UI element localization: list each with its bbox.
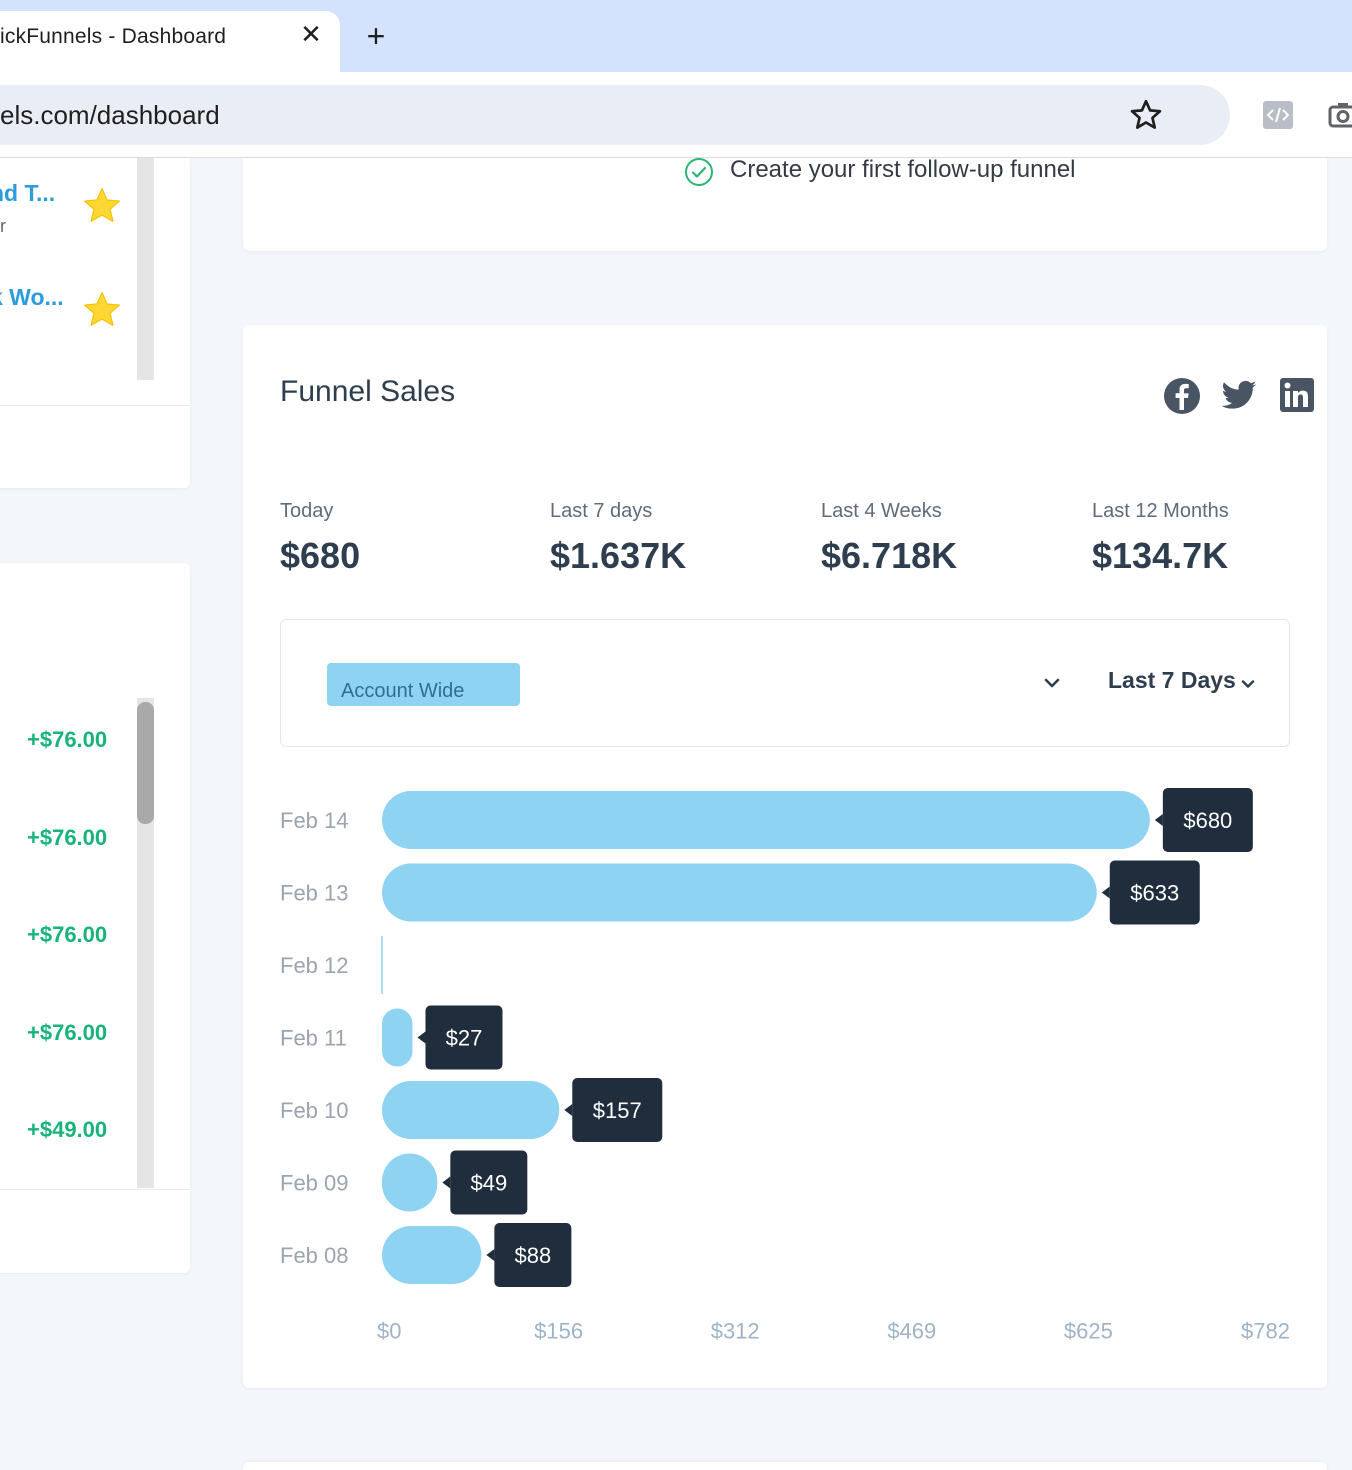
category-label: Feb 13 <box>280 881 349 906</box>
sale-amount: +$76.00 <box>27 825 108 850</box>
card-title: Funnel Sales <box>280 375 456 408</box>
x-tick-label: $156 <box>534 1319 583 1344</box>
data-label: $88 <box>515 1243 552 1268</box>
bar[interactable] <box>382 863 1097 922</box>
browser-toolbar: els.com/dashboard <box>0 72 1352 158</box>
favorite-funnel-title[interactable]: k Wo... <box>0 284 64 310</box>
tooltip-pointer <box>1154 814 1163 826</box>
category-label: Feb 12 <box>280 953 349 978</box>
stat-label-4-weeks: Last 4 Weeks <box>821 500 942 522</box>
url-text[interactable]: els.com/dashboard <box>0 100 220 130</box>
tooltip-pointer <box>442 1176 451 1189</box>
chevron-down-icon[interactable] <box>1041 672 1063 694</box>
sale-amount: +$76.00 <box>27 727 108 752</box>
tooltip-box <box>450 1150 528 1215</box>
category-label: Feb 14 <box>280 808 349 833</box>
stat-label-12-months: Last 12 Months <box>1092 500 1229 522</box>
bar[interactable] <box>382 1008 413 1067</box>
x-tick-label: $469 <box>887 1319 936 1344</box>
bar[interactable] <box>382 1153 438 1212</box>
sale-amount: +$76.00 <box>27 922 108 947</box>
bar[interactable] <box>382 791 1150 849</box>
tooltip-pointer <box>417 1031 426 1044</box>
favorite-star-icon[interactable] <box>80 184 124 228</box>
stat-value-12-months: $134.7K <box>1092 535 1229 576</box>
chevron-down-icon[interactable] <box>1239 675 1257 693</box>
favorites-scrollbar[interactable] <box>137 158 154 380</box>
new-tab-button[interactable]: + <box>366 18 386 54</box>
category-label: Feb 11 <box>280 1026 347 1051</box>
tab-title: ickFunnels - Dashboard <box>0 25 227 48</box>
camera-icon[interactable] <box>1328 100 1352 130</box>
tooltip-box <box>1162 788 1253 852</box>
check-circle-icon <box>684 157 714 187</box>
sale-amount: +$76.00 <box>27 1020 108 1045</box>
address-bar[interactable]: els.com/dashboard <box>0 85 1230 145</box>
data-label: $680 <box>1183 808 1232 833</box>
tooltip-pointer <box>1101 886 1110 899</box>
favorite-funnel-title[interactable]: nd T... <box>0 180 56 206</box>
next-card <box>243 1462 1327 1470</box>
bookmark-star-icon[interactable] <box>1128 97 1164 133</box>
twitter-icon[interactable] <box>1219 377 1257 415</box>
stat-value-7-days: $1.637K <box>550 535 687 576</box>
stat-label-7-days: Last 7 days <box>550 500 653 522</box>
browser-tab-active[interactable]: ickFunnels - Dashboard ✕ <box>0 11 340 72</box>
x-tick-label: $782 <box>1241 1319 1290 1344</box>
close-tab-icon[interactable]: ✕ <box>300 19 322 49</box>
funnel-sales-card: Funnel Sales Today $680 Last 7 days $1.6… <box>243 325 1327 1388</box>
checklist-card: Create your first follow-up funnel <box>243 156 1327 251</box>
linkedin-icon[interactable] <box>1279 377 1317 415</box>
chart-filter-bar: Account Wide Last 7 Days <box>280 619 1290 747</box>
tooltip-box <box>494 1223 572 1287</box>
recent-sales-scrollbar-thumb[interactable] <box>137 702 154 824</box>
stat-label-today: Today <box>280 500 334 522</box>
account-wide-select[interactable]: Account Wide <box>327 663 520 706</box>
card-divider <box>0 405 190 406</box>
sale-amount: +$49.00 <box>27 1117 108 1142</box>
code-extension-icon[interactable] <box>1262 100 1294 130</box>
tooltip-pointer <box>486 1249 495 1261</box>
tooltip-box <box>425 1005 503 1070</box>
category-label: Feb 08 <box>280 1243 349 1268</box>
data-label: $633 <box>1130 881 1179 906</box>
bar[interactable] <box>382 1226 482 1284</box>
stat-value-4-weeks: $6.718K <box>821 535 958 576</box>
tooltip-box <box>1109 860 1200 925</box>
facebook-icon[interactable] <box>1163 377 1201 415</box>
category-label: Feb 10 <box>280 1098 349 1123</box>
tooltip-box <box>572 1078 663 1142</box>
x-tick-label: $312 <box>711 1319 760 1344</box>
data-label: $27 <box>446 1026 483 1051</box>
data-label: $157 <box>593 1098 642 1123</box>
checklist-item[interactable]: Create your first follow-up funnel <box>730 156 1076 183</box>
x-tick-label: $0 <box>377 1319 401 1344</box>
category-label: Feb 09 <box>280 1171 349 1196</box>
date-range-select[interactable]: Last 7 Days <box>1108 667 1236 693</box>
funnel-sales-bar-chart: Feb 14 $680 Feb 13 $633 Feb 12 Feb 11 $27 Feb 1… <box>280 788 1290 1344</box>
favorite-funnels-card: nd T... ar k Wo... <box>0 158 190 488</box>
card-divider <box>0 1189 190 1190</box>
account-scope-label: Account Wide <box>341 680 465 702</box>
stat-value-today: $680 <box>280 535 361 576</box>
recent-sales-card: +$76.00 +$76.00 +$76.00 +$76.00 +$49.00 <box>0 563 190 1273</box>
data-label: $49 <box>470 1171 507 1196</box>
tooltip-pointer <box>564 1104 573 1116</box>
x-tick-label: $625 <box>1064 1319 1113 1344</box>
bar[interactable] <box>382 1081 560 1139</box>
browser-tab-strip: ickFunnels - Dashboard ✕ + <box>0 0 1352 72</box>
favorite-star-icon[interactable] <box>80 288 124 332</box>
favorite-funnel-subtitle: ar <box>0 216 7 236</box>
